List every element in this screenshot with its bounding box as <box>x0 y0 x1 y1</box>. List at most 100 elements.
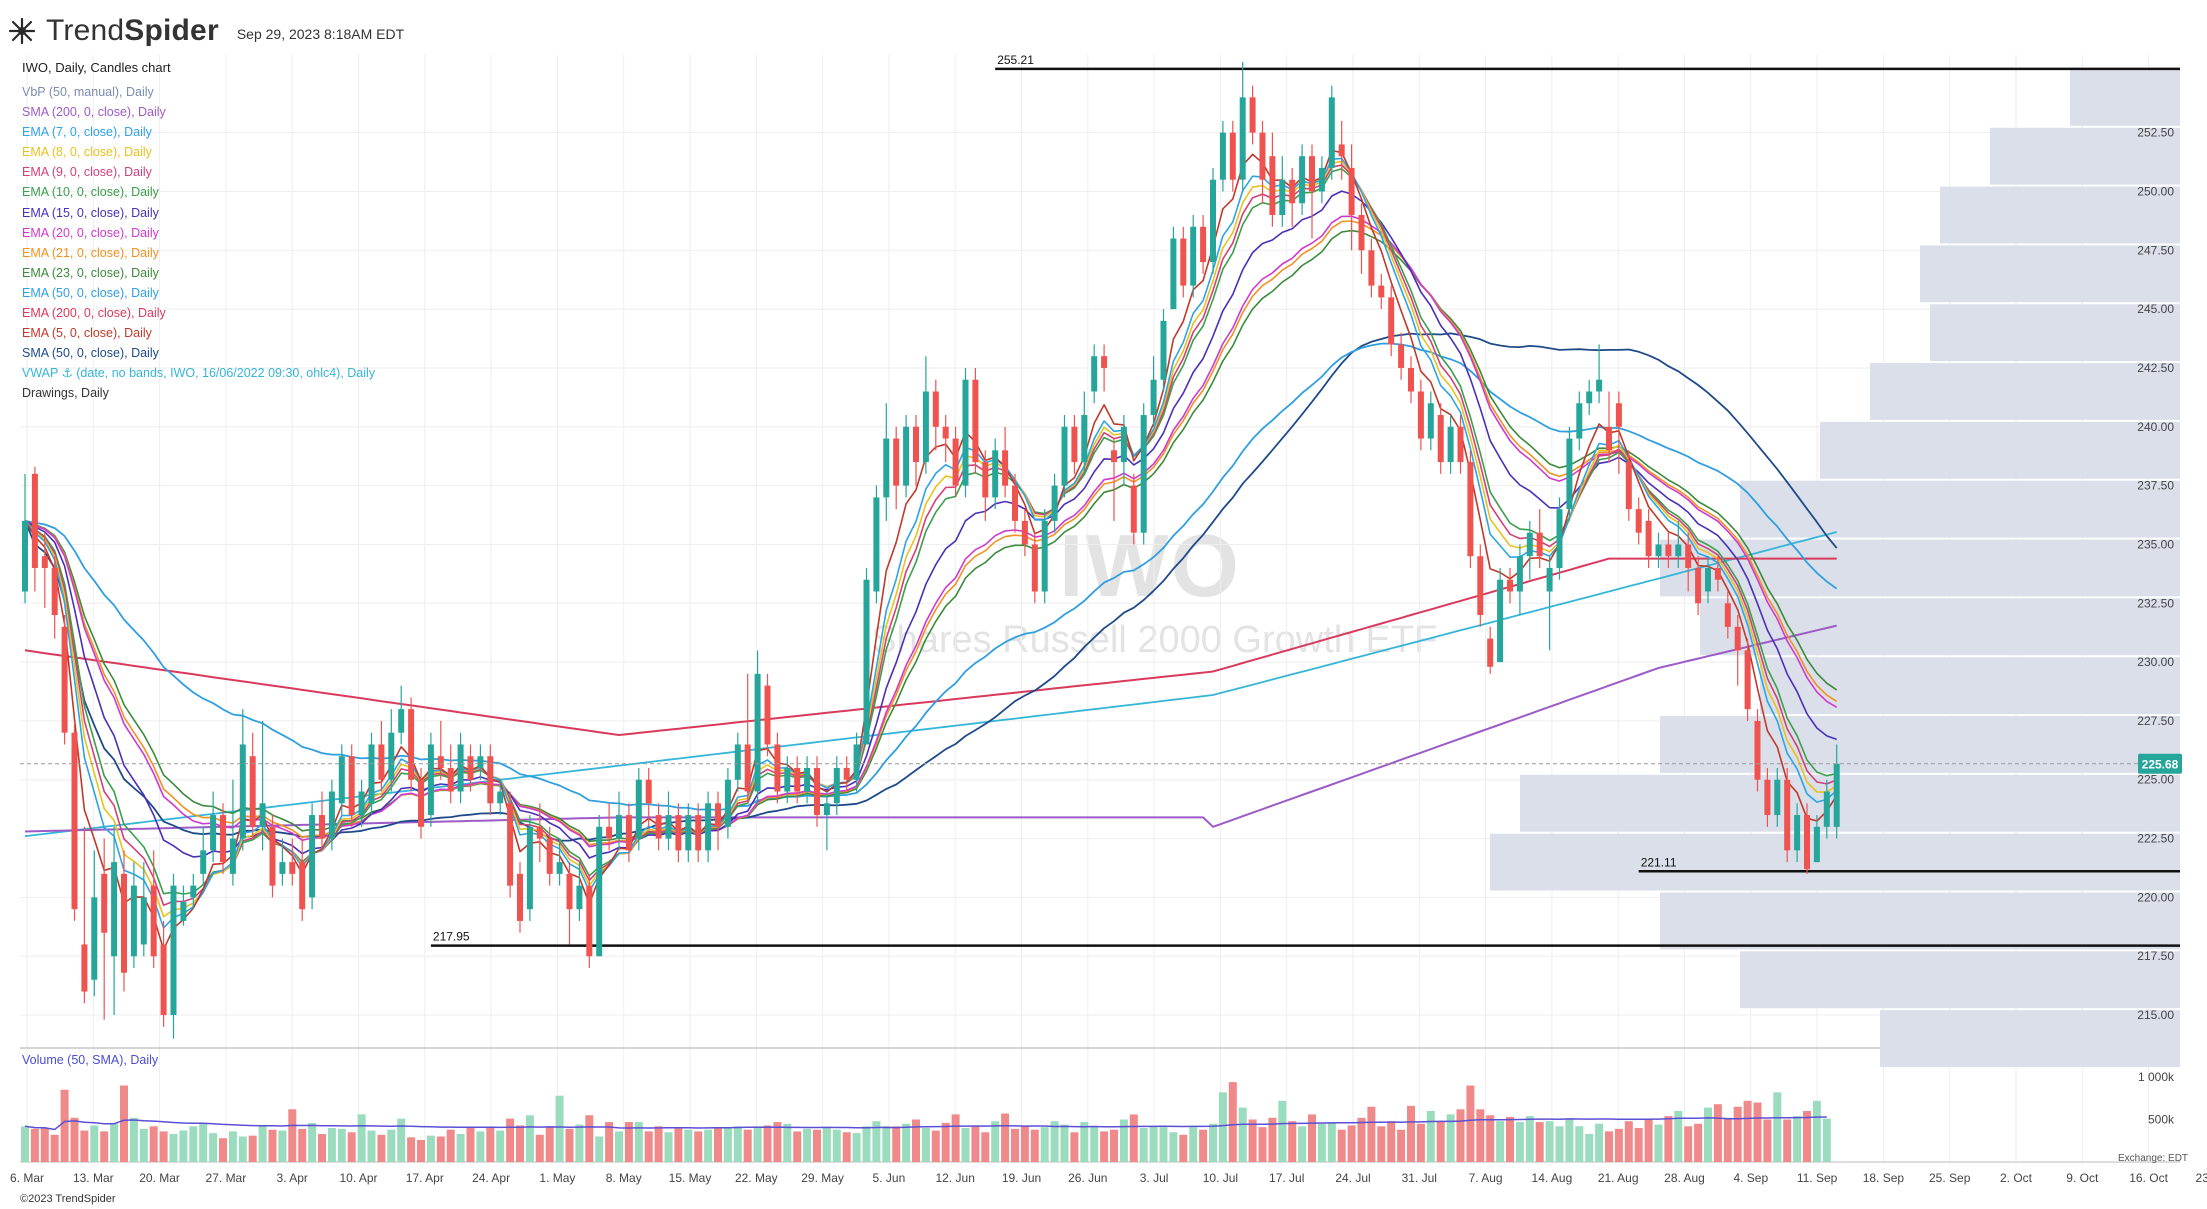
volume-bar <box>426 1135 435 1162</box>
candle-body <box>1200 226 1207 263</box>
date-tick-label: 22. May <box>735 1171 778 1185</box>
legend-item[interactable]: Drawings, Daily <box>22 386 109 401</box>
candle-body <box>41 556 48 568</box>
candle-body <box>823 803 830 816</box>
candle-body <box>922 391 929 463</box>
price-tick-label: 242.50 <box>2137 361 2174 375</box>
volume-bar <box>228 1131 237 1162</box>
candle-body <box>942 426 949 439</box>
volume-bar <box>793 1131 802 1162</box>
legend-item[interactable]: EMA (200, 0, close), Daily <box>22 306 166 321</box>
legend-item[interactable]: VWAP ⚓ (date, no bands, IWO, 16/06/2022 … <box>22 366 376 381</box>
candle-body <box>754 673 761 792</box>
volume-bar <box>803 1128 812 1162</box>
legend-item[interactable]: EMA (7, 0, close), Daily <box>22 125 152 140</box>
volume-bar <box>209 1133 218 1162</box>
candle-body <box>1447 426 1454 463</box>
volume-bar <box>436 1136 445 1162</box>
volume-bar <box>1119 1119 1128 1162</box>
horizontal-level-label: 221.11 <box>1641 855 1677 869</box>
volume-bar <box>1555 1126 1564 1162</box>
volume-bar <box>842 1132 851 1162</box>
ema-7-line <box>24 157 1838 929</box>
candle-body <box>1546 567 1553 592</box>
volume-bar <box>278 1130 287 1162</box>
candle-body <box>51 567 58 616</box>
volume-bar <box>1585 1133 1594 1162</box>
volume-bar <box>1199 1129 1208 1162</box>
candle-body <box>180 902 187 921</box>
candle-body <box>1140 415 1147 533</box>
volume-bar <box>1486 1115 1495 1162</box>
legend-item[interactable]: EMA (20, 0, close), Daily <box>22 225 159 240</box>
candle-body <box>695 815 702 851</box>
legend-item[interactable]: SMA (50, 0, close), Daily <box>22 346 159 361</box>
date-tick-label: 5. Jun <box>873 1171 906 1185</box>
date-tick-label: 29. May <box>801 1171 844 1185</box>
date-tick-label: 14. Aug <box>1532 1171 1573 1185</box>
candle-body <box>279 862 286 874</box>
volume-bar <box>1694 1123 1703 1162</box>
legend-item[interactable]: EMA (5, 0, close), Daily <box>22 326 152 341</box>
candle-body <box>200 850 207 874</box>
volume-bar <box>516 1125 524 1162</box>
candle-body <box>1239 97 1246 180</box>
legend-item[interactable]: EMA (10, 0, close), Daily <box>22 185 159 200</box>
candle-body <box>1021 520 1028 545</box>
volume-bar <box>525 1115 534 1162</box>
volume-bar <box>21 1126 29 1162</box>
date-tick-label: 2. Oct <box>2000 1171 2033 1185</box>
volume-by-price-profile <box>1490 68 2180 1068</box>
candle-body <box>1299 156 1306 204</box>
volume-bar <box>407 1137 416 1162</box>
volume-bar <box>882 1126 891 1162</box>
indicator-legend[interactable]: VbP (50, manual), Daily SMA (200, 0, clos… <box>22 82 375 404</box>
volume-bar <box>70 1117 79 1162</box>
volume-bar <box>1575 1126 1584 1162</box>
candle-body <box>1655 544 1662 557</box>
candle-body <box>348 756 355 816</box>
volume-bar <box>813 1129 821 1162</box>
volume-bar <box>506 1118 515 1162</box>
volume-legend[interactable]: Volume (50, SMA), Daily <box>22 1053 159 1067</box>
volume-tick-label: 500k <box>2148 1113 2175 1127</box>
date-tick-label: 19. Jun <box>1002 1171 1041 1185</box>
candle-body <box>1012 485 1018 521</box>
candle-body <box>1338 144 1345 157</box>
candle-body <box>794 767 801 792</box>
legend-item[interactable]: SMA (200, 0, close), Daily <box>22 105 166 120</box>
volume-bar <box>1169 1132 1178 1162</box>
legend-item[interactable]: EMA (9, 0, close), Daily <box>22 165 152 180</box>
volume-bar <box>476 1131 485 1162</box>
candle-body <box>1606 426 1612 451</box>
volume-bar <box>159 1131 168 1162</box>
volume-bar <box>555 1095 564 1162</box>
legend-item[interactable]: EMA (23, 0, close), Daily <box>22 265 159 280</box>
volume-bar <box>991 1121 1000 1162</box>
candle-body <box>715 803 721 827</box>
candle-body <box>31 473 38 568</box>
candle-body <box>1388 297 1395 345</box>
volume-bar <box>624 1122 633 1162</box>
candle-body <box>229 838 236 874</box>
volume-bar <box>347 1132 356 1162</box>
legend-item[interactable]: EMA (8, 0, close), Daily <box>22 145 152 160</box>
volume-bar <box>1803 1111 1811 1162</box>
legend-item[interactable]: VbP (50, manual), Daily <box>22 85 154 99</box>
candle-body <box>1536 532 1543 557</box>
volume-bar <box>40 1128 49 1162</box>
legend-item[interactable]: EMA (21, 0, close), Daily <box>22 245 159 260</box>
legend-item[interactable]: EMA (15, 0, close), Daily <box>22 205 159 220</box>
legend-item[interactable]: EMA (50, 0, close), Daily <box>22 285 159 300</box>
volume-bar <box>704 1129 713 1162</box>
candle-body <box>1269 156 1276 216</box>
volume-bar <box>1466 1085 1475 1162</box>
candle-body <box>893 438 900 486</box>
volume-bar <box>941 1122 950 1162</box>
volume-bar <box>832 1129 841 1162</box>
candle-body <box>1417 391 1424 439</box>
candle-body <box>457 744 464 792</box>
candle-body <box>1615 403 1622 427</box>
volume-bar <box>1605 1131 1613 1162</box>
